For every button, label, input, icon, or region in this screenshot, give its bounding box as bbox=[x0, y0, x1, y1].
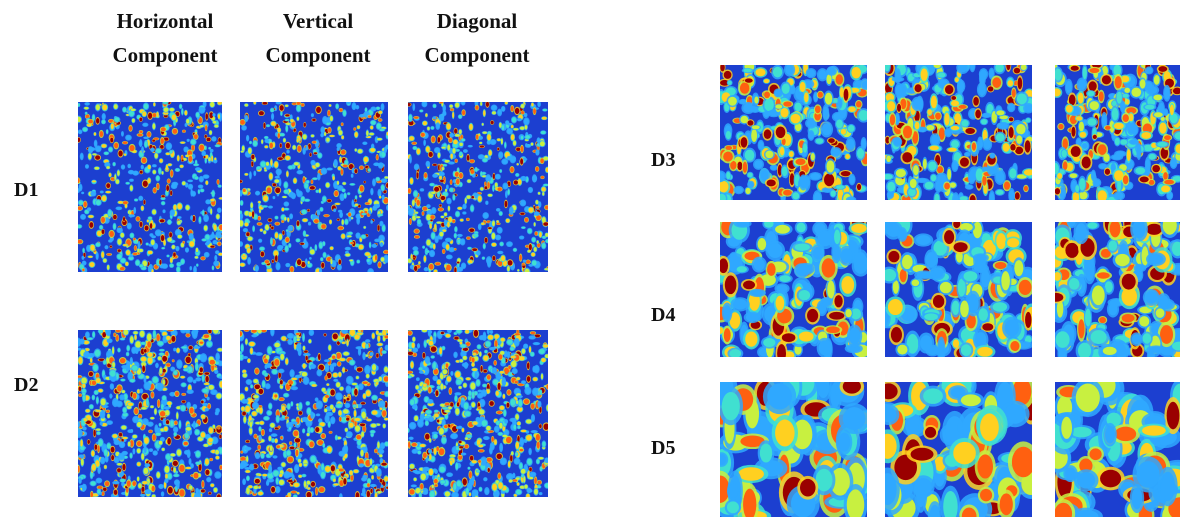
column-header: Component bbox=[265, 43, 370, 67]
column-header: Component bbox=[112, 43, 217, 67]
wavelet-image bbox=[1055, 65, 1180, 200]
row-label: D1 bbox=[14, 179, 38, 201]
wavelet-image bbox=[720, 65, 867, 200]
wavelet-image bbox=[408, 330, 548, 497]
wavelet-image bbox=[720, 382, 867, 517]
wavelet-image bbox=[720, 222, 867, 357]
wavelet-image bbox=[885, 382, 1032, 517]
wavelet-image bbox=[885, 222, 1032, 357]
row-label: D2 bbox=[14, 374, 38, 396]
wavelet-image bbox=[78, 330, 222, 497]
wavelet-image bbox=[240, 102, 388, 272]
wavelet-image bbox=[885, 65, 1032, 200]
column-header: Horizontal bbox=[117, 9, 214, 33]
column-header: Vertical bbox=[283, 9, 354, 33]
wavelet-image bbox=[78, 102, 222, 272]
row-label: D3 bbox=[651, 149, 675, 171]
row-label: D5 bbox=[651, 437, 675, 459]
wavelet-image bbox=[240, 330, 388, 497]
column-header: Diagonal bbox=[437, 9, 518, 33]
column-header: Component bbox=[424, 43, 529, 67]
row-label: D4 bbox=[651, 304, 675, 326]
wavelet-image bbox=[408, 102, 548, 272]
wavelet-image bbox=[1055, 382, 1180, 517]
wavelet-image bbox=[1055, 222, 1180, 357]
